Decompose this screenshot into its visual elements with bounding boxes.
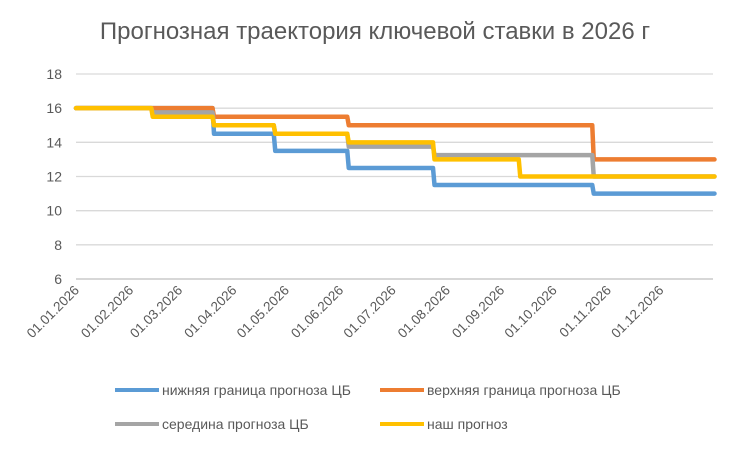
x-tick-label: 01.06.2026	[288, 283, 346, 341]
y-tick-label: 16	[46, 100, 62, 116]
legend-item-lower: нижняя граница прогноза ЦБ	[115, 382, 351, 398]
legend-item-upper: верхняя граница прогноза ЦБ	[380, 382, 621, 398]
x-tick-label: 01.01.2026	[24, 283, 82, 341]
legend-label: нижняя граница прогноза ЦБ	[162, 382, 351, 398]
legend-swatch	[115, 422, 159, 426]
y-tick-label: 10	[46, 203, 62, 219]
legend-item-ours: наш прогноз	[380, 416, 508, 432]
x-tick-label: 01.12.2026	[608, 283, 666, 341]
series-line	[73, 105, 717, 196]
y-tick-label: 6	[54, 271, 62, 287]
series-line	[73, 105, 717, 179]
legend-swatch	[115, 388, 159, 392]
x-tick-label: 01.05.2026	[234, 283, 292, 341]
legend-label: верхняя граница прогноза ЦБ	[427, 382, 621, 398]
x-tick-label: 01.07.2026	[340, 283, 398, 341]
y-tick-label: 14	[46, 134, 62, 150]
y-tick-label: 8	[54, 237, 62, 253]
x-tick-label: 01.10.2026	[501, 283, 559, 341]
legend-label: середина прогноза ЦБ	[162, 416, 309, 432]
legend-swatch	[380, 422, 424, 426]
x-tick-label: 01.09.2026	[449, 283, 507, 341]
legend-swatch	[380, 388, 424, 392]
chart-title: Прогнозная траектория ключевой ставки в …	[99, 18, 651, 45]
x-tick-label: 01.08.2026	[395, 283, 453, 341]
x-tick-label: 01.03.2026	[127, 283, 185, 341]
x-tick-label: 01.11.2026	[556, 283, 614, 341]
x-tick-label: 01.04.2026	[181, 283, 239, 341]
legend-item-mid: середина прогноза ЦБ	[115, 416, 309, 432]
y-tick-label: 12	[46, 169, 62, 185]
y-tick-label: 18	[46, 66, 62, 82]
legend-label: наш прогноз	[427, 416, 508, 432]
